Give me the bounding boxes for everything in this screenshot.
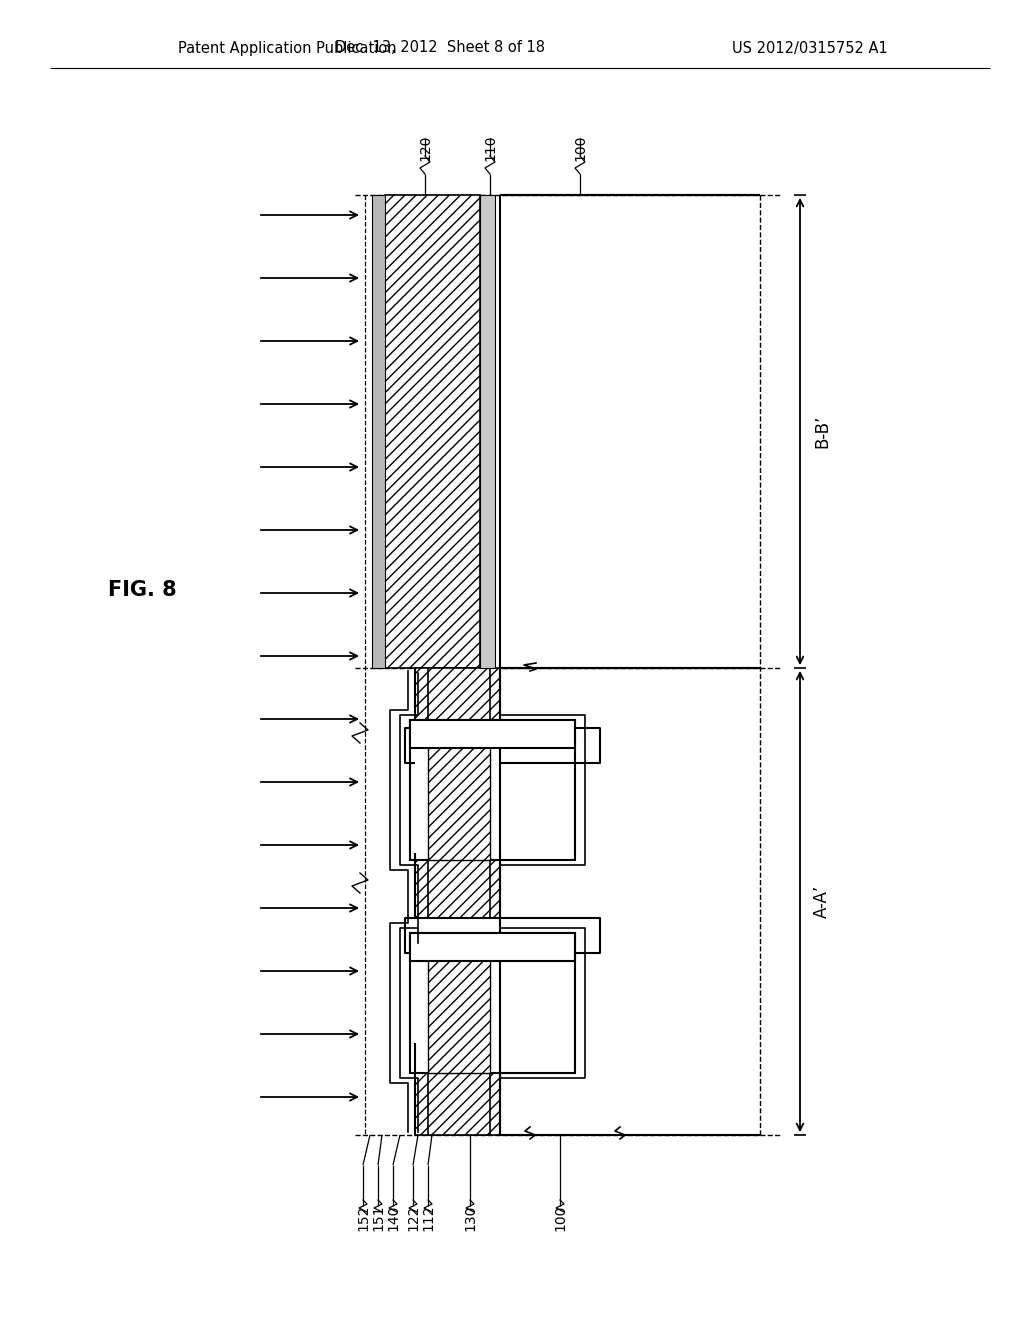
Bar [410, 719, 575, 861]
Bar [385, 195, 480, 668]
Text: 151: 151 [371, 1205, 385, 1232]
Text: 130: 130 [463, 1205, 477, 1232]
Bar [406, 729, 600, 763]
Bar [410, 719, 575, 748]
Text: 100: 100 [573, 135, 587, 161]
Text: A-A’: A-A’ [813, 884, 831, 917]
Bar [410, 933, 575, 961]
Bar [415, 953, 500, 1043]
Text: 112: 112 [421, 1205, 435, 1232]
Text: 110: 110 [483, 135, 497, 161]
Text: FIG. 8: FIG. 8 [108, 579, 176, 601]
Text: 100: 100 [553, 1205, 567, 1232]
Text: B-B’: B-B’ [813, 414, 831, 447]
Bar [406, 917, 600, 953]
Bar [415, 853, 500, 917]
Text: Patent Application Publication: Patent Application Publication [178, 41, 396, 55]
Text: US 2012/0315752 A1: US 2012/0315752 A1 [732, 41, 888, 55]
Bar [428, 668, 490, 1135]
Bar [415, 1043, 500, 1135]
Text: 120: 120 [418, 135, 432, 161]
Text: 152: 152 [356, 1205, 370, 1232]
Text: Dec. 13, 2012  Sheet 8 of 18: Dec. 13, 2012 Sheet 8 of 18 [335, 41, 545, 55]
Text: 140: 140 [386, 1205, 400, 1232]
Bar [415, 668, 500, 729]
Bar [480, 195, 495, 668]
Bar [415, 763, 500, 853]
Bar [428, 933, 490, 1073]
Bar [372, 195, 385, 668]
Bar [410, 933, 575, 1073]
Text: 122: 122 [406, 1205, 420, 1232]
Bar [428, 719, 490, 861]
